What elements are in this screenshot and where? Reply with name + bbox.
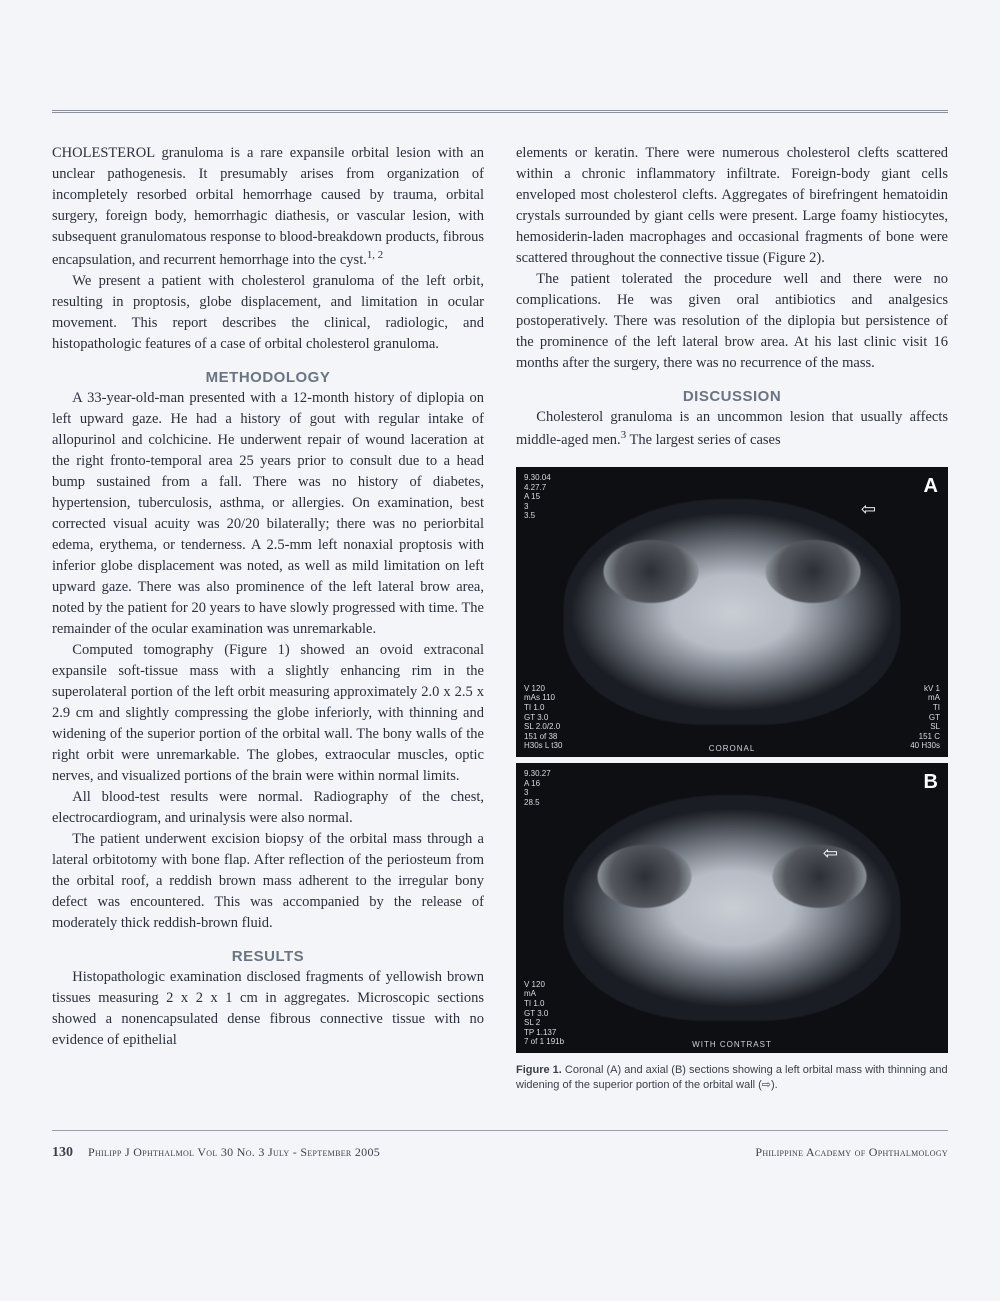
page: CHOLESTEROL granuloma is a rare expansil… <box>0 0 1000 1301</box>
scan-overlay-bottomright: kV 1mATIGTSL151 C40 H30s <box>910 684 940 751</box>
page-footer: 130 Philipp J Ophthalmol Vol 30 No. 3 Ju… <box>52 1145 948 1161</box>
footer-right: Philippine Academy of Ophthalmology <box>755 1145 948 1160</box>
scan-overlay-topleft: 9.30.27A 16328.5 <box>524 769 551 807</box>
body-text: CHOLESTEROL granuloma is a rare expansil… <box>52 145 484 268</box>
scan-view-label: WITH CONTRAST <box>692 1040 772 1049</box>
discussion-paragraph-1: Cholesterol granuloma is an uncommon les… <box>516 407 948 451</box>
methodology-paragraph-3: All blood-test results were normal. Radi… <box>52 787 484 829</box>
figure-caption-text: Coronal (A) and axial (B) sections showi… <box>516 1064 948 1091</box>
methodology-paragraph-4: The patient underwent excision biopsy of… <box>52 829 484 934</box>
page-number: 130 <box>52 1145 73 1160</box>
top-rule <box>52 110 948 113</box>
scan-anatomy-render <box>564 499 901 725</box>
scan-overlay-topleft: 9.30.044.27.7A 1533.5 <box>524 473 551 521</box>
bottom-rule <box>52 1130 948 1131</box>
arrow-icon: ⇦ <box>861 499 876 520</box>
results-paragraph-1: Histopathologic examination disclosed fr… <box>52 967 484 1051</box>
figure-1-caption: Figure 1. Coronal (A) and axial (B) sect… <box>516 1063 948 1094</box>
panel-label-b: B <box>924 771 938 794</box>
two-column-layout: CHOLESTEROL granuloma is a rare expansil… <box>52 143 948 1094</box>
right-column: elements or keratin. There were numerous… <box>516 143 948 1094</box>
intro-paragraph-1: CHOLESTEROL granuloma is a rare expansil… <box>52 143 484 271</box>
body-text: The largest series of cases <box>626 432 780 448</box>
ct-scan-axial: B ⇦ 9.30.27A 16328.5 V 120mATI 1.0GT 3.0… <box>516 763 948 1053</box>
heading-discussion: DISCUSSION <box>516 388 948 405</box>
heading-results: RESULTS <box>52 948 484 965</box>
journal-citation: Philipp J Ophthalmol Vol 30 No. 3 July -… <box>88 1145 380 1159</box>
continuation-paragraph-1: elements or keratin. There were numerous… <box>516 143 948 269</box>
methodology-paragraph-2: Computed tomography (Figure 1) showed an… <box>52 640 484 787</box>
left-column: CHOLESTEROL granuloma is a rare expansil… <box>52 143 484 1094</box>
scan-view-label: CORONAL <box>709 744 756 753</box>
ct-scan-coronal: A ⇦ 9.30.044.27.7A 1533.5 V 120mAs 110TI… <box>516 467 948 757</box>
methodology-paragraph-1: A 33-year-old-man presented with a 12-mo… <box>52 388 484 640</box>
arrow-icon: ⇦ <box>823 843 838 864</box>
figure-1: A ⇦ 9.30.044.27.7A 1533.5 V 120mAs 110TI… <box>516 467 948 1094</box>
scan-overlay-bottomleft: V 120mATI 1.0GT 3.0SL 2TP 1.1377 of 1 19… <box>524 980 564 1047</box>
panel-label-a: A <box>924 475 938 498</box>
intro-paragraph-2: We present a patient with cholesterol gr… <box>52 271 484 355</box>
scan-overlay-bottomleft: V 120mAs 110TI 1.0GT 3.0SL 2.0/2.0151 of… <box>524 684 562 751</box>
heading-methodology: METHODOLOGY <box>52 369 484 386</box>
scan-anatomy-render <box>564 795 901 1021</box>
citation-sup: 1, 2 <box>367 249 383 261</box>
footer-left: 130 Philipp J Ophthalmol Vol 30 No. 3 Ju… <box>52 1145 380 1161</box>
continuation-paragraph-2: The patient tolerated the procedure well… <box>516 269 948 374</box>
figure-label: Figure 1. <box>516 1064 562 1076</box>
